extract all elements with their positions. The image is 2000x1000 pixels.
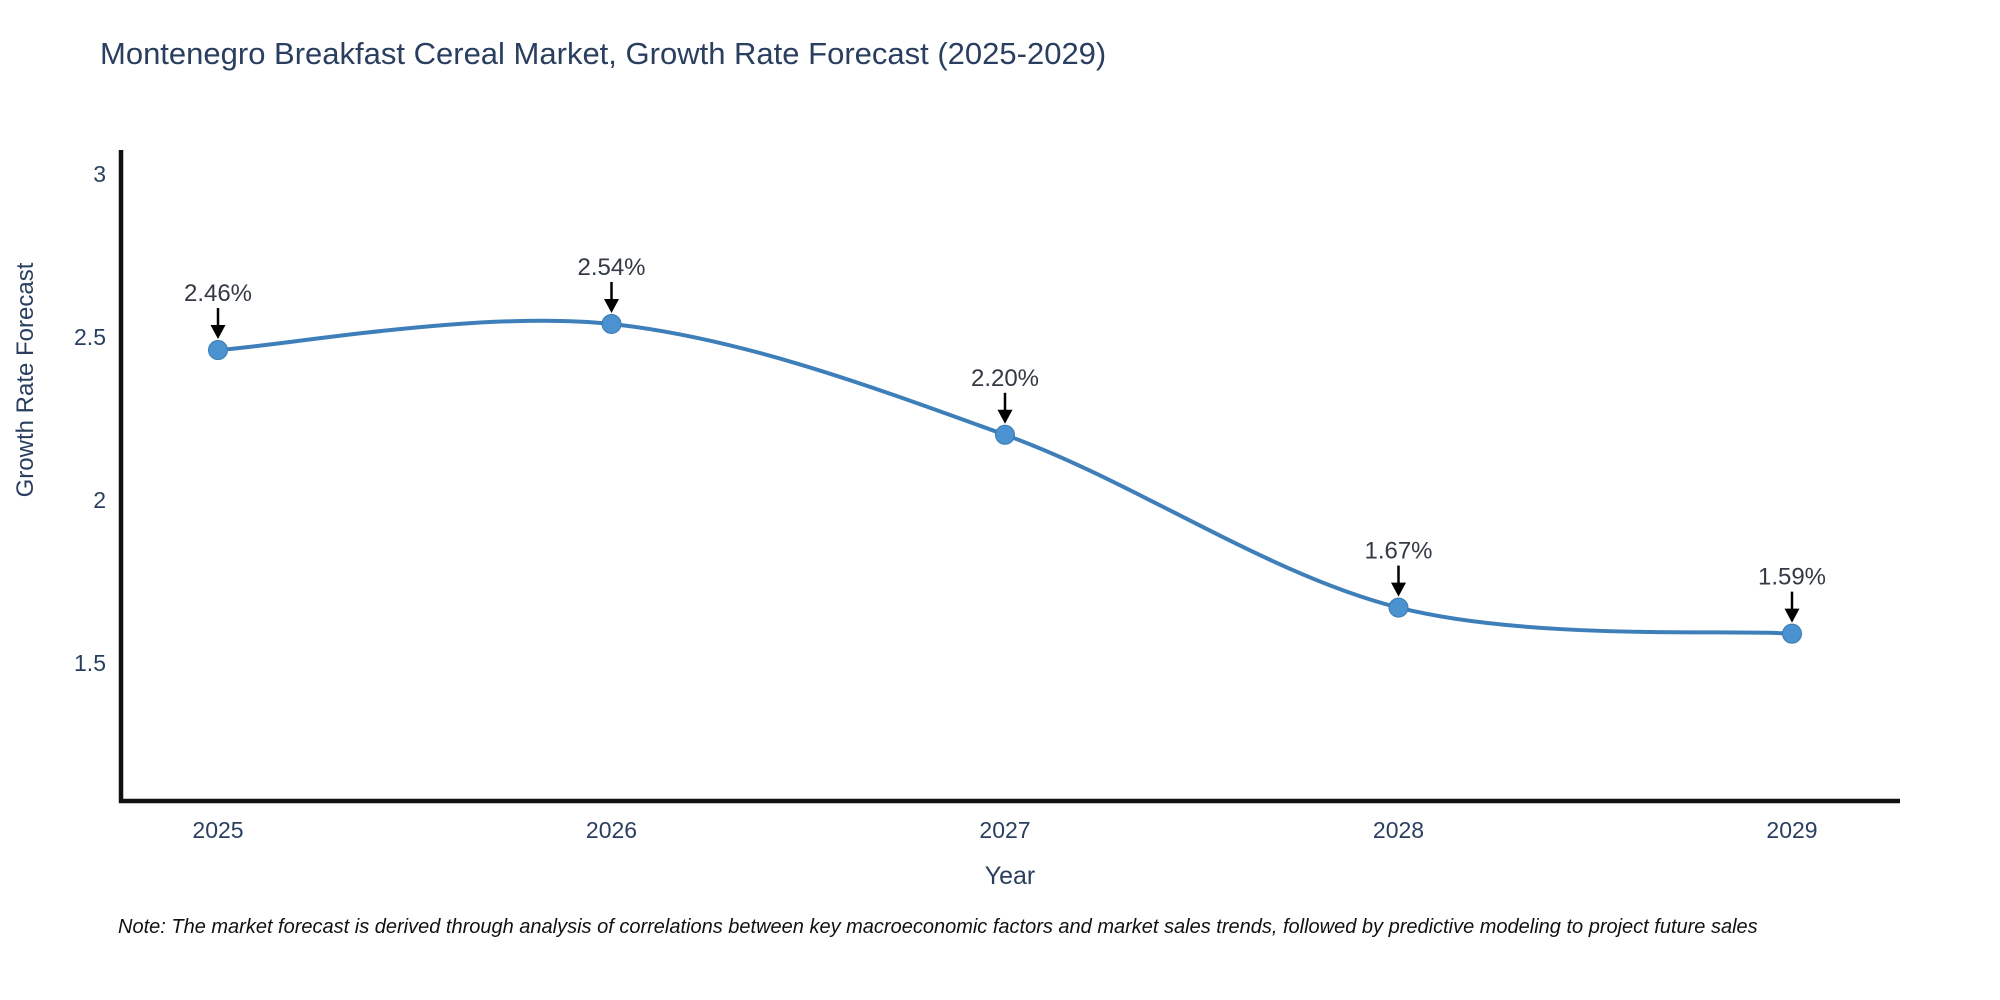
annotation-arrow-head: [1784, 608, 1800, 623]
annotation-arrow-head: [997, 409, 1013, 424]
annotation-arrow-head: [604, 298, 619, 313]
x-tick-label: 2028: [1373, 817, 1424, 843]
y-tick-label: 3: [93, 161, 106, 187]
point-value-label: 2.46%: [184, 280, 252, 307]
data-point-marker: [208, 340, 228, 361]
x-tick-label: 2027: [979, 817, 1030, 843]
annotation-arrow-head: [210, 325, 226, 340]
data-point-marker: [995, 424, 1015, 445]
x-axis-title: Year: [985, 862, 1036, 890]
y-tick-label: 1.5: [74, 650, 106, 676]
y-tick-label: 2: [93, 487, 106, 513]
x-tick-label: 2026: [586, 817, 637, 843]
point-value-label: 1.67%: [1364, 538, 1432, 565]
data-point-marker: [601, 313, 622, 334]
data-point-marker: [1782, 623, 1802, 644]
y-axis-title: Growth Rate Forecast: [12, 262, 39, 497]
point-value-label: 1.59%: [1758, 564, 1826, 591]
x-tick-label: 2025: [192, 817, 243, 843]
chart-title: Montenegro Breakfast Cereal Market, Grow…: [100, 36, 1107, 71]
data-point-marker: [1388, 597, 1409, 618]
point-value-label: 2.20%: [971, 365, 1039, 392]
point-value-label: 2.54%: [577, 254, 645, 281]
footnote: Note: The market forecast is derived thr…: [118, 916, 1758, 938]
y-tick-label: 2.5: [74, 324, 106, 350]
annotation-arrow-head: [1391, 582, 1406, 597]
x-tick-label: 2029: [1766, 817, 1817, 843]
